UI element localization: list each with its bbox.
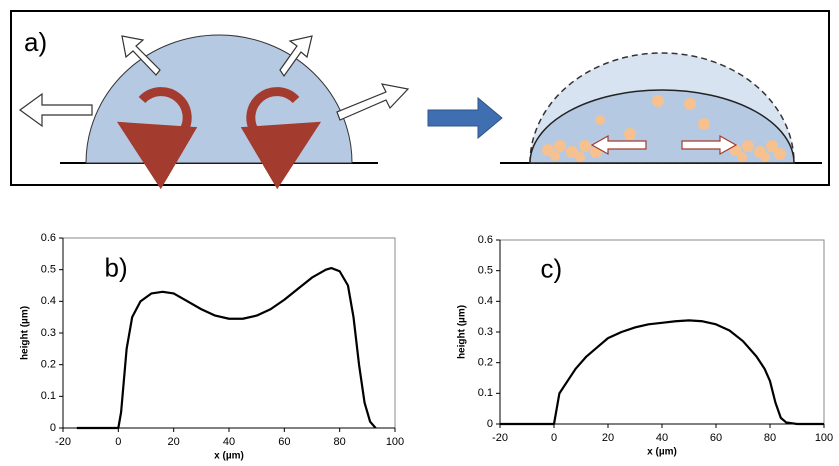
x-tick-label: 100 — [815, 432, 833, 444]
evaporation-arrows — [18, 35, 410, 128]
outward-flow-arrows — [590, 134, 738, 156]
y-axis-label: height (µm) — [20, 306, 31, 360]
x-tick-label: 40 — [656, 432, 668, 444]
y-tick-label: 0.4 — [478, 295, 493, 307]
chart: 0 0.1 0.2 0.3 0.4 0.5 0.6 -20 0 20 40 60 80 100 x (µm)… — [457, 234, 834, 458]
y-tick-label: 0.1 — [478, 387, 493, 399]
panel-label: c) — [541, 254, 563, 284]
x-tick-label: -20 — [492, 432, 508, 444]
x-tick-label: 80 — [334, 436, 346, 448]
x-tick-label: 60 — [710, 432, 722, 444]
y-tick-label: 0.4 — [41, 295, 56, 307]
x-tick-label: 80 — [764, 432, 776, 444]
y-tick-label: 0.2 — [41, 359, 56, 371]
panel-label: b) — [105, 253, 128, 283]
panel-a: a) — [10, 10, 830, 190]
flow-arrows — [116, 87, 322, 190]
x-tick-label: 20 — [168, 436, 180, 448]
process-arrow — [427, 96, 503, 140]
x-tick-label: 20 — [602, 432, 614, 444]
x-axis-label: x (µm) — [647, 447, 677, 458]
x-tick-label: 0 — [115, 436, 121, 448]
y-tick-label: 0.1 — [41, 390, 56, 402]
y-tick-label: 0.5 — [41, 264, 56, 276]
y-axis-label: height (µm) — [457, 305, 468, 359]
y-tick-label: 0.6 — [41, 232, 56, 244]
x-tick-label: 60 — [278, 436, 290, 448]
x-tick-label: -20 — [55, 436, 71, 448]
x-tick-label: 100 — [386, 436, 404, 448]
y-tick-label: 0 — [50, 422, 56, 434]
y-tick-label: 0.3 — [41, 327, 56, 339]
y-tick-label: 0.5 — [478, 265, 493, 277]
y-tick-label: 0 — [487, 418, 493, 430]
x-axis-label: x (µm) — [214, 451, 244, 462]
x-tick-label: 0 — [551, 432, 557, 444]
y-tick-label: 0.3 — [478, 326, 493, 338]
y-tick-label: 0.2 — [478, 357, 493, 369]
y-tick-label: 0.6 — [478, 234, 493, 246]
chart: 0 0.1 0.2 0.3 0.4 0.5 0.6 -20 0 20 40 60 80 100 x (µm)… — [20, 232, 405, 462]
data-line — [500, 319, 824, 426]
x-tick-label: 40 — [223, 436, 235, 448]
data-line — [76, 266, 377, 430]
panel-label: a) — [24, 27, 47, 57]
